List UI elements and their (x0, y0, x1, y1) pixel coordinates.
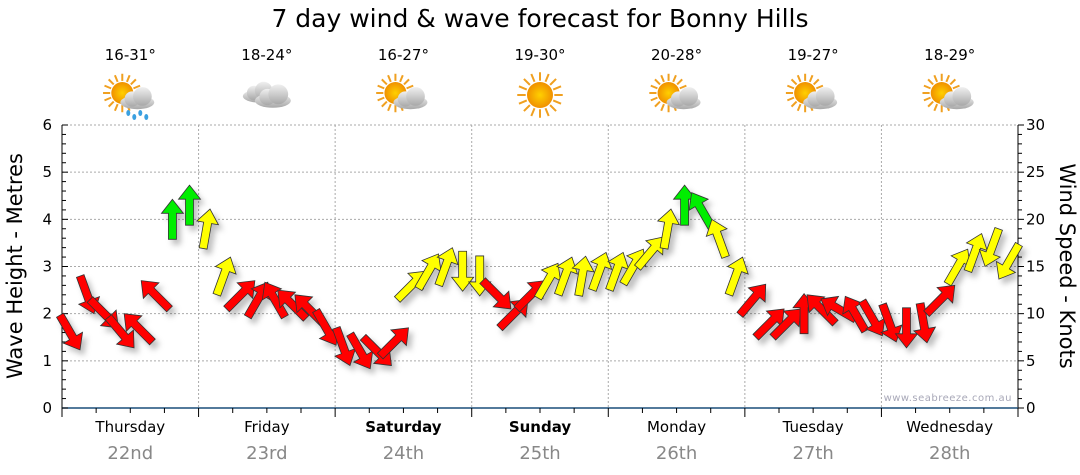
left-tick-label: 4 (42, 210, 52, 228)
temp-range: 19-30° (514, 46, 565, 64)
wind-arrow (195, 208, 220, 250)
right-tick-label: 20 (1026, 210, 1045, 228)
right-tick-label: 25 (1026, 163, 1045, 181)
date-label: 24th (383, 443, 424, 464)
wind-arrow (123, 313, 156, 346)
date-label: 27th (792, 443, 833, 464)
temp-range: 18-24° (241, 46, 292, 64)
wind-arrow (434, 247, 459, 288)
wind-arrow (104, 314, 135, 349)
chart-title: 7 day wind & wave forecast for Bonny Hil… (271, 4, 809, 33)
wind-arrow (806, 294, 839, 327)
right-tick-label: 0 (1026, 399, 1036, 417)
left-tick-label: 5 (42, 163, 52, 181)
wind-arrow (656, 208, 681, 250)
wind-arrow (223, 280, 256, 313)
wind-arrow (571, 255, 595, 297)
wind-arrow (878, 302, 903, 343)
day-label: Tuesday (782, 418, 844, 436)
date-label: 22nd (107, 443, 153, 464)
cloudy-icon (242, 81, 291, 108)
wind-arrow (619, 248, 647, 287)
wind-arrow (736, 283, 767, 318)
wind-arrow (912, 302, 937, 344)
wind-arrow (212, 256, 237, 297)
wind-arrow (894, 307, 919, 349)
partly-cloudy-icon (922, 73, 974, 113)
sunny-icon (517, 72, 563, 118)
date-label: 26th (656, 443, 697, 464)
wind-arrow (140, 280, 173, 313)
day-label: Saturday (365, 418, 442, 436)
partly-cloudy-icon (376, 73, 428, 113)
wind-arrow (261, 281, 289, 320)
wind-arrow (588, 251, 613, 292)
partly-cloudy-icon (649, 73, 701, 113)
right-tick-label: 10 (1026, 305, 1045, 323)
temp-range: 19-27° (788, 46, 839, 64)
wind-arrow (769, 308, 802, 341)
left-tick-label: 3 (42, 258, 52, 276)
wind-arrow (177, 184, 202, 226)
wind-arrow (633, 236, 664, 271)
day-label: Wednesday (906, 418, 993, 436)
left-tick-label: 1 (42, 352, 52, 370)
wind-arrow (923, 284, 956, 318)
day-label: Friday (244, 418, 290, 436)
wind-arrow (450, 250, 475, 292)
date-label: 25th (519, 443, 560, 464)
left-axis-label: Wave Height - Metres (3, 153, 27, 379)
wind-arrow (376, 327, 409, 360)
sun-cloud-rain-icon (103, 73, 155, 120)
day-label: Sunday (509, 418, 572, 436)
wind-arrow (55, 312, 84, 351)
wind-arrow (978, 226, 1003, 268)
wind-arrow (277, 289, 310, 322)
day-label: Thursday (94, 418, 165, 436)
temp-range: 16-27° (378, 46, 429, 64)
wind-arrow (963, 232, 988, 274)
wind-arrow (705, 218, 730, 259)
left-tick-label: 2 (42, 305, 52, 323)
right-tick-label: 15 (1026, 258, 1045, 276)
day-label: Monday (647, 418, 706, 436)
wind-arrow (995, 241, 1023, 280)
partly-cloudy-icon (785, 73, 838, 113)
temp-range: 18-29° (924, 46, 975, 64)
temp-range: 16-31° (105, 46, 156, 64)
right-axis-label: Wind Speed - Knots (1055, 163, 1079, 368)
wind-arrow (160, 198, 185, 240)
right-tick-label: 30 (1026, 116, 1045, 134)
date-label: 23rd (246, 443, 287, 464)
right-tick-label: 5 (1026, 352, 1036, 370)
watermark: www.seabreeze.com.au (884, 393, 1012, 404)
wind-arrow (553, 256, 579, 297)
wind-arrow (479, 277, 512, 310)
temp-range: 20-28° (651, 46, 702, 64)
left-tick-label: 0 (42, 399, 52, 417)
left-tick-label: 6 (42, 116, 52, 134)
wind-arrow (724, 256, 749, 297)
date-label: 28th (929, 443, 970, 464)
